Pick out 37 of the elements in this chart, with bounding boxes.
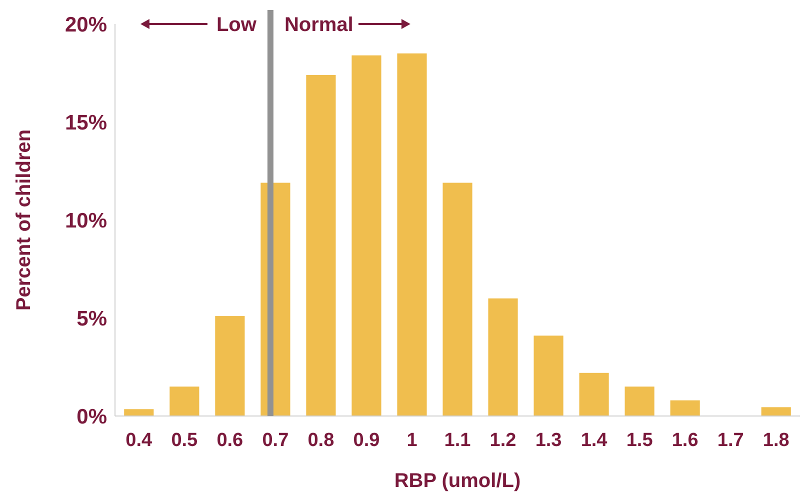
x-tick-label: 0.8	[308, 430, 334, 451]
y-tick-label: 15%	[64, 111, 108, 134]
x-tick-label: 0.5	[171, 430, 198, 451]
bar	[170, 386, 200, 416]
bar	[761, 407, 791, 416]
y-tick-label: 5%	[76, 307, 108, 330]
bar	[442, 182, 472, 416]
bar	[397, 53, 427, 416]
x-tick-label: 1.1	[444, 430, 472, 451]
annotation: Normal	[284, 14, 354, 36]
x-tick-label: 1.6	[672, 430, 698, 451]
bar	[124, 409, 154, 416]
bar	[306, 74, 336, 416]
bar	[488, 298, 518, 416]
x-tick-label: 0.4	[126, 430, 153, 451]
bar	[670, 400, 700, 416]
y-tick-label: 20%	[64, 13, 108, 36]
annotation: Low	[216, 14, 257, 36]
x-tick-label: 1.3	[535, 430, 562, 451]
bar	[579, 372, 609, 416]
x-tick-label: 1	[406, 430, 418, 451]
x-tick-label: 1.4	[580, 430, 608, 451]
x-tick-label: 0.6	[216, 430, 244, 451]
x-axis-title: RBP (umol/L)	[394, 470, 521, 492]
bar	[534, 336, 564, 416]
x-tick-label: 0.9	[353, 430, 380, 451]
y-tick-label: 0%	[76, 405, 108, 428]
y-tick-label: 10%	[64, 209, 108, 232]
x-tick-label: 1.5	[626, 430, 654, 451]
x-tick-label: 1.2	[490, 430, 516, 451]
bar	[624, 386, 654, 416]
bar	[215, 316, 245, 416]
x-tick-label: 1.7	[717, 430, 744, 451]
bar	[352, 55, 382, 416]
x-tick-label: 0.7	[262, 430, 289, 451]
x-tick-label: 1.8	[762, 430, 790, 451]
y-axis-title: Percent of children	[13, 129, 35, 311]
